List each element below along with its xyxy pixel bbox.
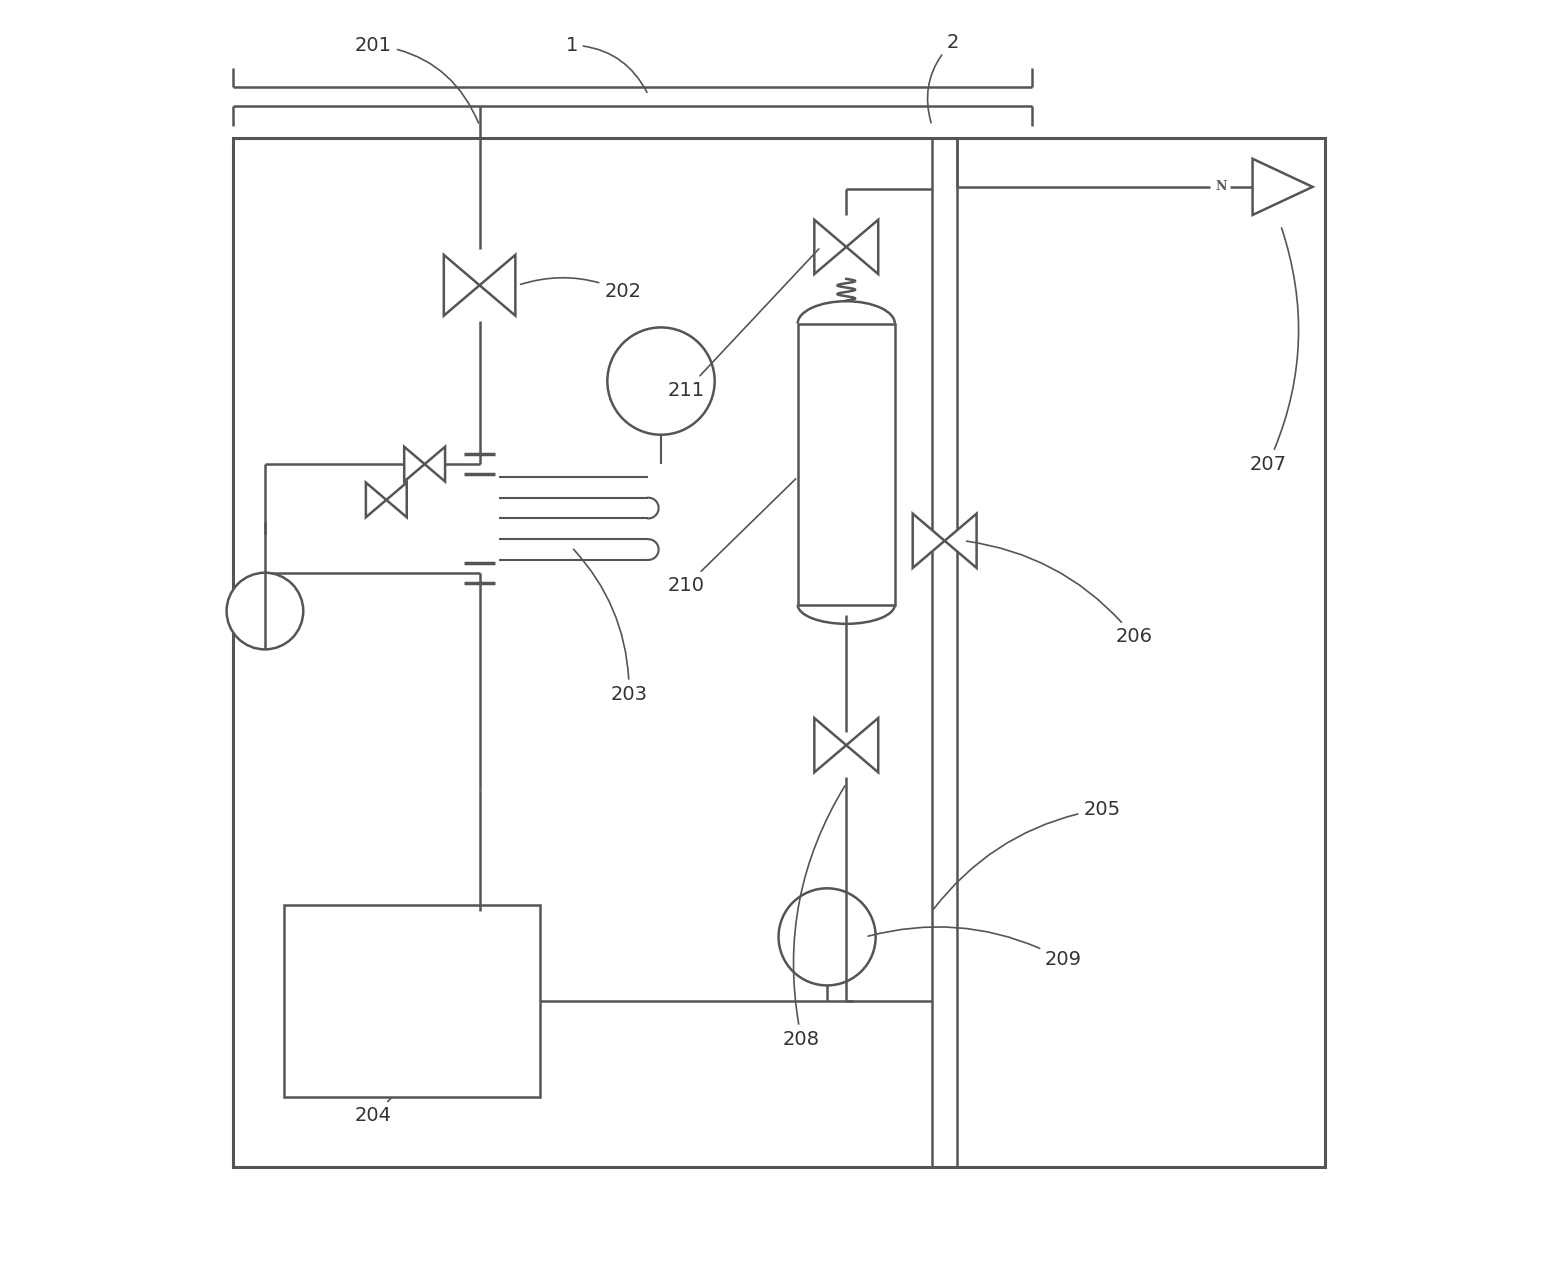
Text: 203: 203 [573, 549, 647, 703]
Polygon shape [404, 446, 425, 481]
Text: 205: 205 [934, 800, 1121, 909]
Text: 202: 202 [520, 278, 641, 301]
Polygon shape [425, 446, 445, 481]
Polygon shape [846, 718, 878, 773]
Circle shape [607, 328, 714, 435]
Polygon shape [913, 513, 945, 568]
Bar [233, 139, 1325, 1166]
Polygon shape [480, 255, 515, 315]
Text: 211: 211 [667, 249, 819, 400]
Polygon shape [366, 482, 386, 517]
Text: 201: 201 [355, 36, 478, 123]
Text: 210: 210 [667, 478, 796, 595]
Text: 204: 204 [355, 1098, 393, 1125]
Circle shape [227, 572, 303, 649]
Text: 208: 208 [784, 786, 844, 1048]
Text: N: N [1215, 180, 1226, 193]
Bar [284, 905, 540, 1097]
Circle shape [779, 889, 875, 985]
Polygon shape [386, 482, 407, 517]
Text: 206: 206 [967, 541, 1152, 646]
Text: 2: 2 [928, 33, 959, 123]
Polygon shape [815, 718, 846, 773]
Text: 207: 207 [1249, 228, 1299, 473]
Polygon shape [1252, 158, 1313, 215]
Polygon shape [945, 513, 976, 568]
Bar [798, 324, 896, 604]
Text: 209: 209 [868, 927, 1082, 970]
Polygon shape [815, 220, 846, 274]
Polygon shape [444, 255, 480, 315]
Polygon shape [846, 220, 878, 274]
Text: 1: 1 [565, 36, 647, 93]
